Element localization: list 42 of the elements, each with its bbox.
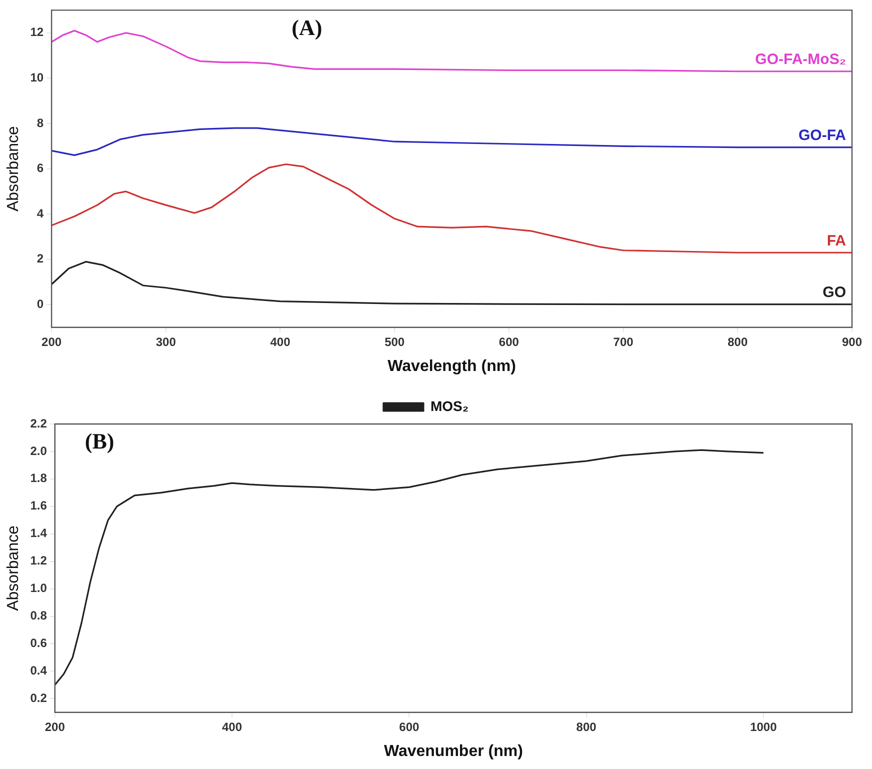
y-tick-label: 4 [36, 206, 44, 220]
y-tick-label: 8 [36, 116, 44, 130]
y-tick-label: 1.4 [30, 526, 48, 540]
y-tick-label: 1.0 [30, 581, 48, 596]
x-tick-label: 300 [156, 334, 176, 349]
y-tick-label: 0.8 [30, 608, 48, 623]
y-tick-label: 0.2 [30, 690, 48, 705]
y-tick-label: 0.4 [30, 664, 48, 678]
y-tick-label: 2.2 [30, 416, 48, 430]
x-tick-label: 1000 [750, 720, 778, 734]
y-tick-label: 0 [36, 297, 44, 312]
x-tick-label: 600 [498, 334, 520, 349]
y-tick-label: 10 [30, 70, 44, 84]
x-axis-title: Wavelength (nm) [388, 358, 516, 375]
y-tick-label: 0.6 [30, 636, 48, 650]
y-axis-title: Absorbance [5, 525, 22, 611]
y-axis-title: Absorbance [5, 126, 22, 212]
series-label: GO-FA-MoS₂ [755, 51, 846, 68]
y-tick-label: 1.8 [30, 471, 48, 486]
x-tick-label: 500 [384, 334, 405, 349]
x-tick-label: 200 [44, 720, 66, 734]
x-tick-label: 900 [842, 334, 862, 349]
legend-label: MOS₂ [430, 398, 469, 414]
chart-title: (B) [84, 428, 114, 454]
y-tick-label: 6 [36, 161, 44, 176]
chart-title: (A) [292, 14, 322, 40]
y-tick-label: 2.0 [30, 444, 48, 458]
y-tick-label: 1.2 [30, 554, 48, 568]
series-label: GO [822, 284, 846, 301]
x-tick-label: 400 [270, 334, 291, 349]
x-tick-label: 800 [576, 720, 597, 734]
x-tick-label: 600 [399, 720, 420, 734]
x-tick-label: 400 [222, 720, 242, 734]
y-tick-label: 2 [36, 252, 44, 266]
x-axis-title: Wavenumber (nm) [384, 742, 523, 760]
x-tick-label: 200 [42, 334, 62, 349]
x-tick-label: 700 [613, 334, 634, 349]
x-tick-label: 800 [728, 334, 748, 349]
y-tick-label: 1.6 [30, 498, 48, 513]
series-label: GO-FA [798, 126, 846, 144]
y-tick-label: 12 [30, 25, 44, 40]
series-label: FA [826, 232, 846, 250]
